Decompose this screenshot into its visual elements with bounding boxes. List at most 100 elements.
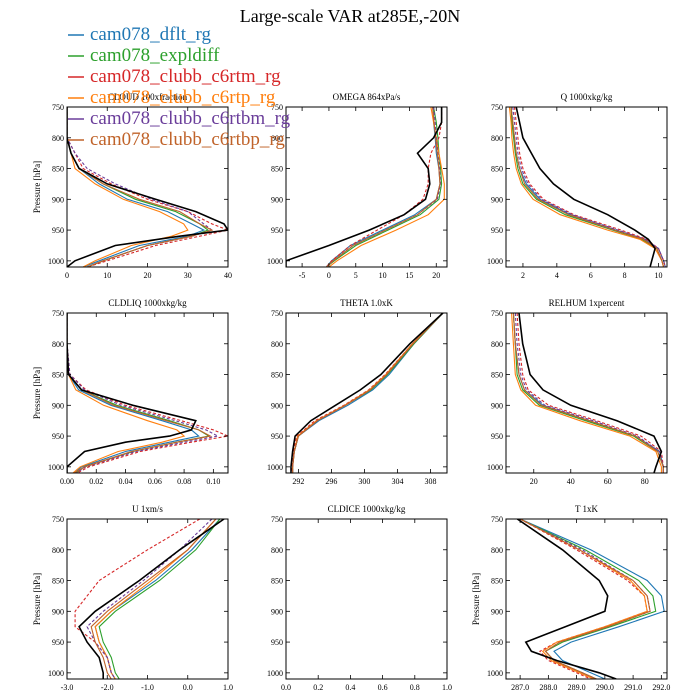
x-tick-label: 0.0 bbox=[281, 683, 291, 692]
series-line-6 bbox=[90, 519, 217, 679]
series-line-7 bbox=[78, 519, 225, 679]
series-line-1 bbox=[325, 107, 441, 267]
y-tick-label: 950 bbox=[491, 432, 503, 441]
y-tick-label: 1000 bbox=[48, 257, 64, 266]
series-line-5 bbox=[67, 313, 220, 473]
legend-label: cam078_expldiff bbox=[90, 45, 220, 66]
x-tick-label: 20 bbox=[144, 271, 152, 280]
y-tick-label: 900 bbox=[52, 607, 64, 616]
y-tick-label: 950 bbox=[271, 432, 283, 441]
series-line-5 bbox=[514, 313, 664, 473]
x-tick-label: 5 bbox=[354, 271, 358, 280]
series-group bbox=[286, 107, 445, 267]
y-tick-label: 900 bbox=[52, 401, 64, 410]
y-tick-label: 850 bbox=[52, 165, 64, 174]
series-group bbox=[67, 107, 228, 267]
y-tick-label: 800 bbox=[52, 340, 64, 349]
plot-frame bbox=[505, 312, 668, 474]
y-tick-label: 950 bbox=[52, 432, 64, 441]
y-tick-label: 750 bbox=[52, 103, 64, 112]
series-group bbox=[516, 519, 665, 679]
y-tick-label: 950 bbox=[271, 638, 283, 647]
x-tick-label: -2.0 bbox=[101, 683, 114, 692]
panel-title: Q 1000xkg/kg bbox=[561, 92, 613, 102]
y-tick-label: 1000 bbox=[487, 669, 503, 678]
panel-3: 2 4 6 8 10 750 800 850 900 950 1000 Q 1000xkg/kg bbox=[487, 92, 668, 280]
x-tick-label: 287.0 bbox=[511, 683, 529, 692]
x-tick-label: 2 bbox=[521, 271, 525, 280]
panel-title: CLDICE 1000xkg/kg bbox=[328, 504, 406, 514]
legend: cam078_dflt_rgcam078_expldiffcam078_club… bbox=[68, 24, 291, 150]
y-tick-label: 950 bbox=[52, 638, 64, 647]
panel-8: 0.0 0.2 0.4 0.6 0.8 1.0 750 800 850 900 950 1000 CLD… bbox=[267, 504, 452, 692]
y-tick-label: 750 bbox=[271, 103, 283, 112]
y-tick-label: 900 bbox=[491, 607, 503, 616]
x-tick-label: 290.0 bbox=[596, 683, 614, 692]
plot-frame bbox=[505, 518, 668, 680]
y-tick-label: 850 bbox=[271, 371, 283, 380]
series-line-1 bbox=[512, 313, 664, 473]
y-tick-label: 850 bbox=[52, 371, 64, 380]
x-tick-label: 15 bbox=[405, 271, 413, 280]
y-tick-label: 850 bbox=[491, 577, 503, 586]
panel-title: U 1xm/s bbox=[132, 504, 163, 514]
panel-2: -5 0 5 10 15 20 750 800 850 900 950 1000 OMEGA 864xP… bbox=[267, 92, 448, 280]
y-tick-label: 800 bbox=[52, 134, 64, 143]
panel-7: -3.0 -2.0 -1.0 0.0 1.0 750 800 850 900 950 1000 U 1… bbox=[32, 504, 233, 692]
x-tick-label: 0.0 bbox=[183, 683, 193, 692]
x-tick-label: 0 bbox=[327, 271, 331, 280]
series-line-7 bbox=[515, 107, 656, 267]
y-tick-label: 750 bbox=[271, 515, 283, 524]
x-tick-label: -3.0 bbox=[61, 683, 74, 692]
y-tick-label: 750 bbox=[491, 309, 503, 318]
y-tick-label: 800 bbox=[491, 340, 503, 349]
series-line-2 bbox=[510, 107, 665, 267]
series-line-2 bbox=[98, 519, 221, 679]
y-tick-label: 750 bbox=[52, 515, 64, 524]
series-line-6 bbox=[512, 313, 664, 473]
series-line-3 bbox=[519, 519, 648, 679]
y-tick-label: 1000 bbox=[267, 669, 283, 678]
y-tick-label: 1000 bbox=[267, 463, 283, 472]
x-tick-label: 300 bbox=[358, 477, 370, 486]
plot-frame bbox=[66, 312, 229, 474]
y-tick-label: 1000 bbox=[267, 257, 283, 266]
x-tick-label: 0 bbox=[65, 271, 69, 280]
x-tick-label: 20 bbox=[432, 271, 440, 280]
panel-title: RELHUM 1xpercent bbox=[549, 298, 625, 308]
series-line-2 bbox=[325, 107, 443, 267]
x-tick-label: 6 bbox=[589, 271, 593, 280]
x-tick-label: 1.0 bbox=[442, 683, 452, 692]
x-tick-label: 0.04 bbox=[119, 477, 133, 486]
x-tick-label: 30 bbox=[184, 271, 192, 280]
y-tick-label: 800 bbox=[271, 340, 283, 349]
y-tick-label: 850 bbox=[491, 371, 503, 380]
x-tick-label: 40 bbox=[567, 477, 575, 486]
series-group bbox=[67, 313, 228, 473]
x-tick-label: 0.02 bbox=[89, 477, 103, 486]
legend-label: cam078_clubb_c6rtbp_rg bbox=[90, 129, 285, 150]
x-tick-label: 289.0 bbox=[568, 683, 586, 692]
series-group bbox=[74, 519, 225, 679]
series-group bbox=[290, 313, 444, 473]
series-line-5 bbox=[512, 107, 666, 267]
x-tick-label: 80 bbox=[641, 477, 649, 486]
y-tick-label: 800 bbox=[52, 546, 64, 555]
legend-label: cam078_clubb_c6rtm_rg bbox=[90, 66, 281, 87]
y-tick-label: 800 bbox=[491, 134, 503, 143]
series-line-5 bbox=[67, 107, 214, 267]
x-tick-label: -5 bbox=[299, 271, 306, 280]
y-tick-label: 900 bbox=[271, 195, 283, 204]
series-group bbox=[508, 107, 666, 267]
y-tick-label: 850 bbox=[491, 165, 503, 174]
panel-title: CLDLIQ 1000xkg/kg bbox=[108, 298, 187, 308]
y-tick-label: 850 bbox=[271, 577, 283, 586]
series-line-7 bbox=[516, 519, 617, 679]
y-tick-label: 1000 bbox=[487, 257, 503, 266]
plot-frame bbox=[285, 518, 448, 680]
y-tick-label: 950 bbox=[491, 638, 503, 647]
x-tick-label: 10 bbox=[655, 271, 663, 280]
panel-title: OMEGA 864xPa/s bbox=[333, 92, 401, 102]
x-tick-label: 0.8 bbox=[410, 683, 420, 692]
